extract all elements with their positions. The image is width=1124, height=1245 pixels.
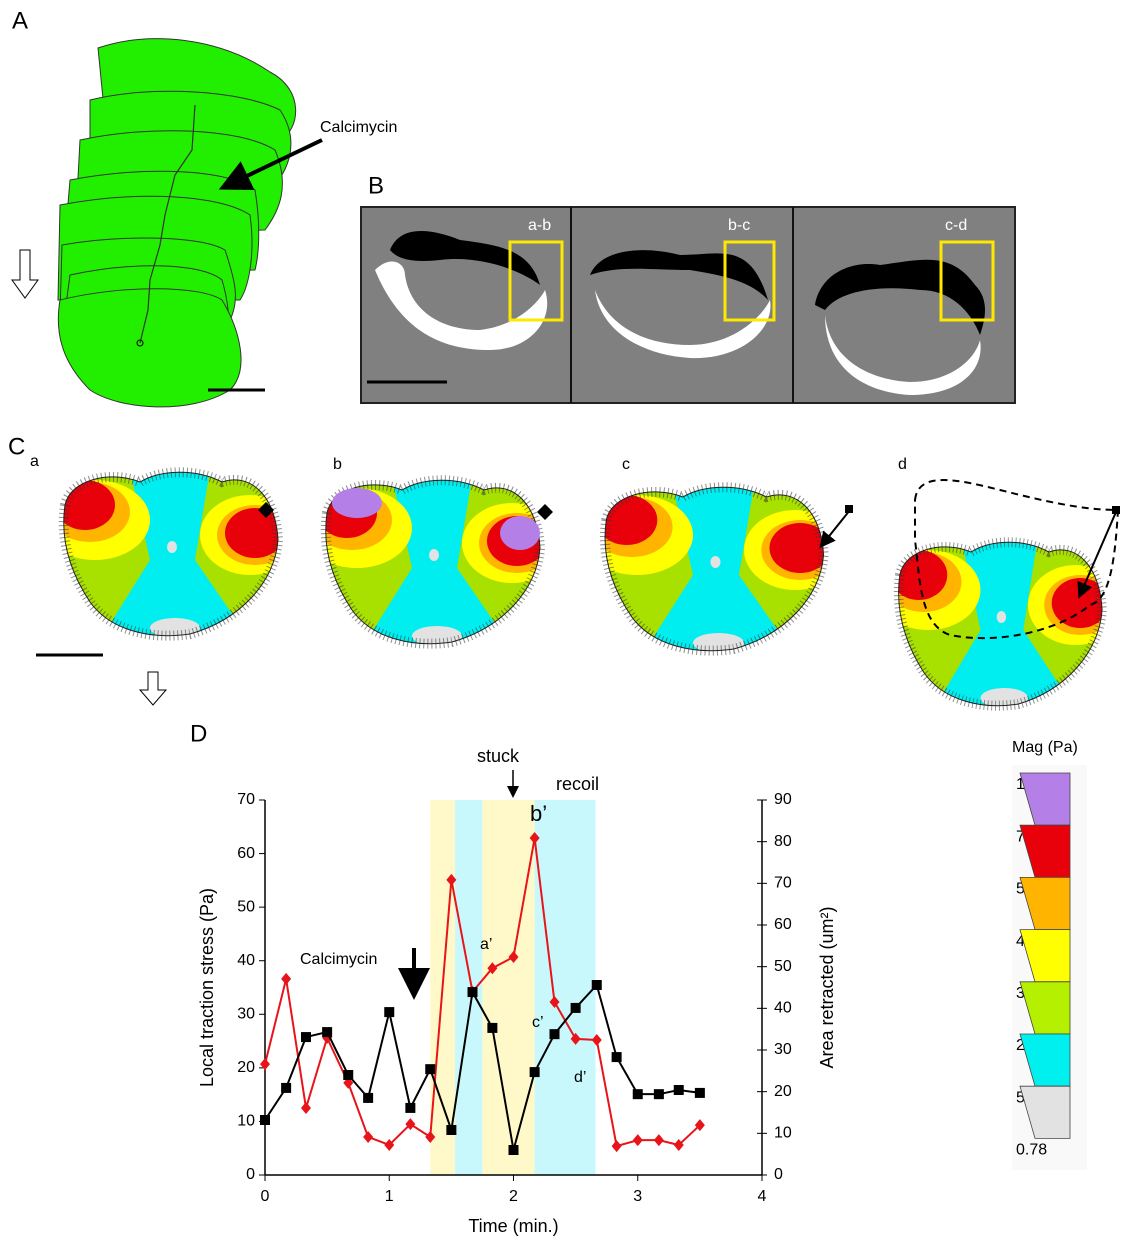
data-point — [281, 1082, 292, 1093]
shaded-region — [482, 800, 535, 1175]
data-point — [694, 1087, 705, 1098]
x-axis-label: Time (min.) — [468, 1216, 558, 1236]
x-tick-label: 4 — [758, 1188, 767, 1205]
y2-tick-label: 50 — [774, 958, 792, 975]
data-point — [694, 1119, 705, 1132]
annotation: c’ — [532, 1014, 544, 1031]
panel-a: A Calcimycin — [11, 7, 397, 408]
y-tick-label: 40 — [237, 952, 255, 969]
y-tick-label: 50 — [237, 898, 255, 915]
panel-label: D — [190, 720, 207, 747]
y2-tick-label: 10 — [774, 1125, 792, 1142]
data-point — [673, 1139, 684, 1151]
data-point — [363, 1092, 374, 1103]
y-tick-label: 30 — [237, 1006, 255, 1023]
data-point — [260, 1058, 270, 1071]
data-point — [591, 980, 602, 990]
data-point — [487, 962, 498, 975]
data-point — [570, 1002, 581, 1013]
data-point — [487, 1022, 498, 1033]
annotation: a’ — [480, 936, 492, 953]
y-tick-label: 10 — [237, 1113, 255, 1130]
data-point — [446, 1125, 457, 1135]
annotation: Calcimycin — [320, 119, 397, 136]
data-point — [281, 972, 292, 985]
annotation: b’ — [530, 801, 547, 826]
data-point — [425, 1064, 436, 1075]
data-point — [322, 1027, 333, 1038]
data-point — [611, 1052, 622, 1063]
data-point — [653, 1089, 664, 1100]
data-point — [611, 1140, 622, 1153]
colorbar-segment — [1019, 1085, 1071, 1139]
panel-label: C — [8, 433, 25, 460]
data-point — [529, 832, 540, 845]
data-point — [549, 995, 560, 1008]
data-point — [301, 1102, 312, 1115]
data-point — [673, 1085, 684, 1095]
colorbar-label: 0.78 — [1016, 1142, 1047, 1159]
data-point — [343, 1070, 354, 1080]
y-tick-label: 20 — [237, 1059, 255, 1076]
y2-axis-label: Area retracted (um²) — [817, 906, 837, 1068]
y2-tick-label: 30 — [774, 1041, 792, 1058]
colorbar-title: Mag (Pa) — [1012, 739, 1078, 756]
data-point — [384, 1139, 395, 1151]
y-tick-label: 60 — [237, 845, 255, 862]
data-point — [260, 1115, 270, 1125]
annotation: Calcimycin — [300, 951, 377, 968]
series-line — [264, 982, 701, 1151]
frame-label: c — [622, 456, 630, 473]
y2-tick-label: 70 — [774, 875, 792, 892]
data-point — [384, 1007, 395, 1018]
data-point — [301, 1032, 312, 1043]
y2-tick-label: 90 — [774, 791, 792, 808]
y-axis-label: Local traction stress (Pa) — [197, 888, 217, 1087]
data-point — [425, 1130, 436, 1143]
y2-tick-label: 20 — [774, 1083, 792, 1100]
frame-label: a — [30, 453, 39, 470]
series-line — [264, 837, 701, 1148]
data-point — [508, 1145, 519, 1155]
x-tick-label: 1 — [385, 1188, 394, 1205]
data-point — [591, 1034, 602, 1046]
frame-label: a-b — [528, 217, 551, 234]
data-point — [405, 1102, 416, 1113]
frame-label: b-c — [728, 217, 750, 234]
y2-tick-label: 0 — [774, 1166, 783, 1183]
frame-label: c-d — [945, 217, 967, 234]
x-tick-label: 0 — [261, 1188, 270, 1205]
data-point — [632, 1134, 643, 1147]
data-point — [446, 873, 457, 886]
annotation: d’ — [574, 1069, 586, 1086]
x-tick-label: 3 — [633, 1188, 642, 1205]
colorbar: Mag (Pa) 12270.050.040.030.020.05.000.78 — [1012, 739, 1087, 1170]
frame-label: d — [898, 456, 907, 473]
panel-label: A — [12, 7, 28, 34]
annotation: stuck — [477, 746, 520, 766]
panel-label: B — [368, 172, 384, 199]
panel-b: B a-b b-c c-d — [360, 172, 1016, 404]
data-point — [632, 1089, 643, 1100]
data-point — [405, 1118, 416, 1131]
y2-tick-label: 80 — [774, 833, 792, 850]
shaded-region — [534, 800, 596, 1175]
data-point — [549, 1029, 560, 1040]
y2-tick-label: 60 — [774, 916, 792, 933]
data-point — [508, 950, 519, 963]
x-tick-label: 2 — [509, 1188, 518, 1205]
data-point — [363, 1130, 374, 1143]
y-tick-label: 0 — [246, 1166, 255, 1183]
annotation: recoil — [556, 774, 599, 794]
data-point — [653, 1134, 664, 1147]
frame-label: b — [333, 456, 342, 473]
data-point — [570, 1032, 581, 1045]
data-point — [529, 1067, 540, 1078]
y2-tick-label: 40 — [774, 1000, 792, 1017]
data-point — [467, 987, 478, 998]
panel-d: D 0 10 20 30 40 50 60 70 0 10 20 30 40 50 60 70 80 90 0 1 2 3… — [190, 720, 837, 1235]
y-tick-label: 70 — [237, 791, 255, 808]
panel-c: C a b c d — [8, 433, 1123, 720]
